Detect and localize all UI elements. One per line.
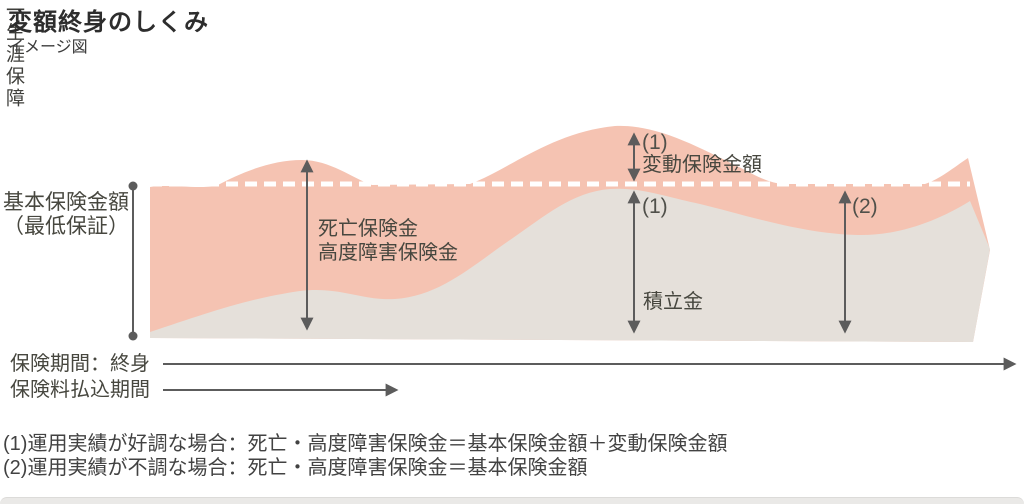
next-section-edge: [0, 497, 1024, 504]
death-benefit-label-line2: 高度障害保険金: [318, 242, 458, 265]
footnote-good-performance: (1)運用実績が好調な場合：死亡・高度障害保険金＝基本保険金額＋変動保険金額: [3, 433, 728, 455]
measure-dot-top: [128, 181, 138, 191]
basic-amount-label: 基本保険金額 （最低保証）: [0, 191, 132, 239]
reserve-marker: (1): [642, 195, 668, 218]
measure-dot-bottom: [128, 331, 138, 341]
variable-amount-label: 変動保険金額: [642, 154, 762, 176]
reserve-label: 積立金: [643, 291, 703, 313]
footnote-poor-performance: (2)運用実績が不調な場合：死亡・高度障害保険金＝基本保険金額: [3, 457, 588, 479]
payment-period-label: 保険料払込期間: [10, 379, 150, 401]
reserve-fund-area: [150, 188, 990, 342]
death-benefit-label: 死亡保険金 高度障害保険金: [318, 217, 458, 266]
poor-performance-marker: (2): [852, 195, 878, 218]
insurance-period-label: 保険期間：終身: [10, 353, 150, 375]
page-subtitle: イメージ図: [8, 39, 88, 56]
basic-amount-label-line1: 基本保険金額: [3, 191, 129, 214]
variable-amount-marker: (1): [642, 131, 668, 154]
page-title: 変額終身のしくみ: [8, 9, 209, 36]
lifetime-coverage-label: 一生涯保障: [3, 0, 24, 110]
death-benefit-label-line1: 死亡保険金: [318, 218, 418, 240]
basic-amount-label-line2: （最低保証）: [3, 215, 129, 239]
